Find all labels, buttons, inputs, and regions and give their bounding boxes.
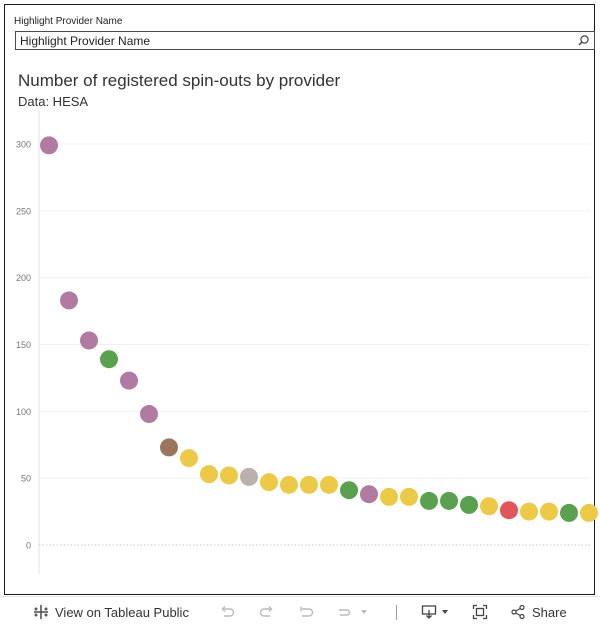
data-point [580,503,598,522]
y-tick-label: 150 [16,340,31,350]
y-tick-label: 0 [26,541,31,551]
data-point [100,350,118,369]
data-point [340,481,358,500]
download-button[interactable] [421,597,450,627]
tableau-logo-icon [34,605,48,619]
tableau-toolbar: View on Tableau Public Share [0,596,600,627]
toolbar-divider [396,605,397,620]
data-point [520,502,538,521]
y-tick-label: 300 [16,140,31,150]
data-point [440,491,458,510]
data-point [260,473,278,492]
redo-icon [259,606,273,617]
data-point [300,475,318,494]
data-point [400,487,418,506]
share-icon [511,604,525,620]
fullscreen-button[interactable] [472,597,488,627]
provider-search-input[interactable]: Highlight Provider Name [15,31,595,50]
data-point [120,371,138,390]
data-point [320,475,338,494]
search-icon[interactable] [577,34,590,47]
data-point [240,467,258,486]
chevron-down-icon [361,610,367,614]
chevron-down-icon [442,610,448,614]
data-point [140,405,158,424]
search-input-text: Highlight Provider Name [20,34,151,48]
undo-button[interactable] [219,597,235,627]
data-point [500,501,518,520]
scatter-plot: 0 50 100 150 200 250 300 [16,110,598,574]
chart-title: Number of registered spin-outs by provid… [18,71,341,90]
data-point [40,136,58,155]
redo-button[interactable] [259,597,275,627]
data-point [420,491,438,510]
y-tick-label: 250 [16,206,31,216]
undo-icon [221,606,235,617]
download-icon [421,605,437,619]
y-tick-label: 200 [16,273,31,283]
share-label: Share [532,604,567,620]
data-point [360,485,378,504]
refresh-button[interactable] [336,597,369,627]
data-point [180,449,198,468]
fullscreen-icon [472,604,488,620]
revert-button[interactable] [298,597,314,627]
data-point [80,331,98,350]
data-point [380,487,398,506]
data-point [200,465,218,484]
view-on-tableau-button[interactable]: View on Tableau Public [33,597,189,627]
data-point [220,466,238,485]
data-point [540,502,558,521]
data-point [560,503,578,522]
refresh-icon [339,609,351,616]
y-tick-label: 100 [16,407,31,417]
revert-icon [300,606,314,617]
data-point [460,495,478,514]
share-button[interactable]: Share [510,597,567,627]
view-on-tableau-label: View on Tableau Public [55,604,189,620]
data-point [480,497,498,516]
data-point [60,291,78,310]
y-tick-label: 50 [21,474,31,484]
chart-subtitle: Data: HESA [18,94,89,109]
data-point [160,438,178,457]
data-point [280,475,298,494]
filter-label: Highlight Provider Name [14,16,123,27]
viz-container: Highlight Provider Name Highlight Provid… [4,4,595,595]
